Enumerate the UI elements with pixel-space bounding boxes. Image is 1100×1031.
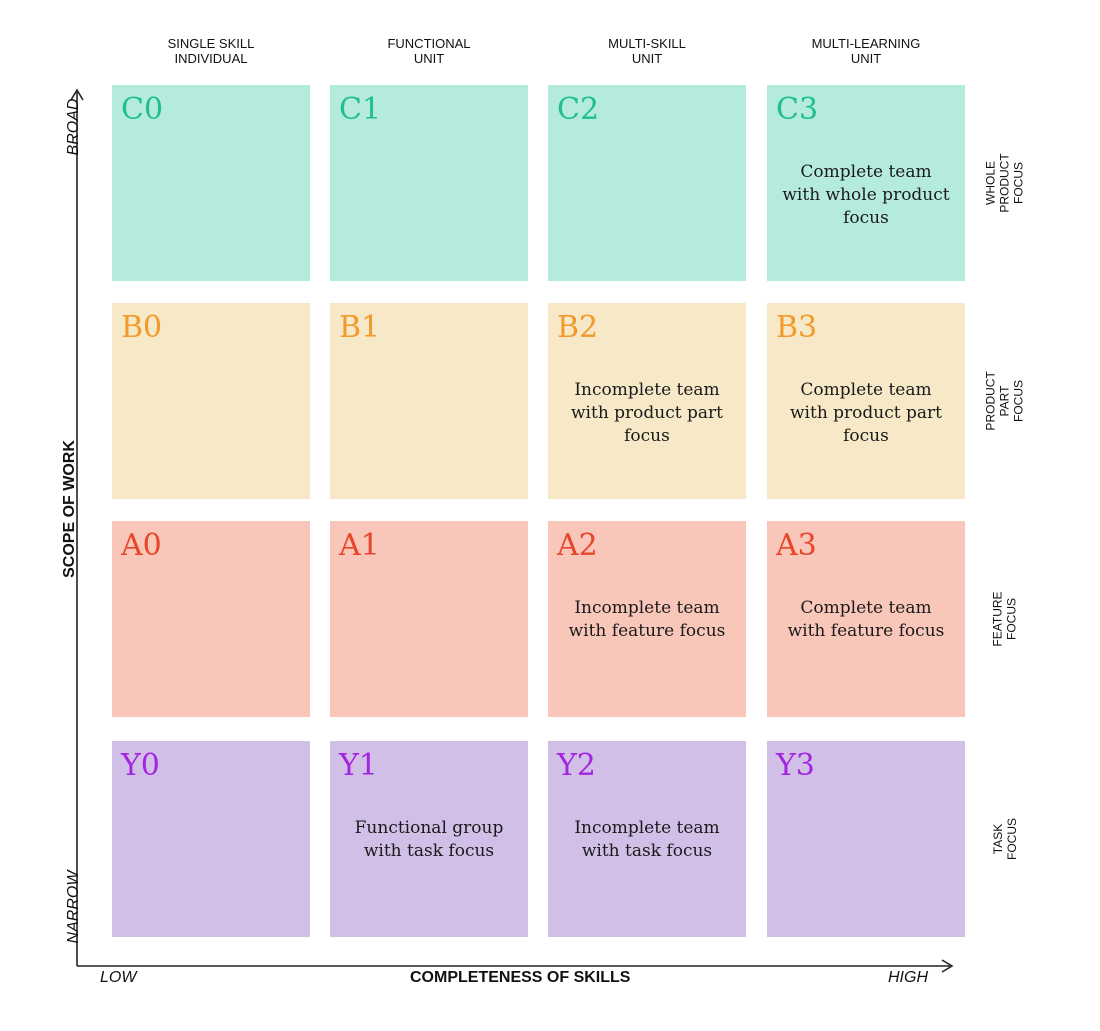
cell-code: A0 [121, 528, 162, 563]
cell-code: Y2 [557, 748, 596, 783]
grid-cell-y3: Y3 [767, 741, 965, 937]
grid-cell-a1: A1 [330, 521, 528, 717]
row-label-text: FEATURE FOCUS [991, 591, 1019, 647]
cell-code: Y0 [121, 748, 160, 783]
cell-code: B3 [776, 310, 818, 345]
cell-description: Incomplete team with feature focus [568, 598, 726, 641]
cell-description: Incomplete team with task focus [574, 818, 720, 861]
grid-cell-b1: B1 [330, 303, 528, 499]
cell-code: B1 [339, 310, 381, 345]
row-label-product-part-focus: PRODUCT PART FOCUS [984, 303, 1026, 499]
column-header-multi-skill-unit: MULTI-SKILL UNIT [608, 36, 686, 66]
cell-description: Complete team with whole product focus [782, 162, 950, 228]
grid-cell-b2: B2 Incomplete team with product part focu… [548, 303, 746, 499]
row-label-text: WHOLE PRODUCT FOCUS [984, 153, 1027, 213]
row-label-text: TASK FOCUS [991, 818, 1019, 860]
grid-cell-y0: Y0 [112, 741, 310, 937]
cell-code: B2 [557, 310, 599, 345]
grid-cell-a0: A0 [112, 521, 310, 717]
column-header-multi-learning-unit: MULTI-LEARNING UNIT [811, 36, 921, 66]
row-label-text: PRODUCT PART FOCUS [984, 371, 1026, 431]
grid-cell-c2: C2 [548, 85, 746, 281]
grid-cell-b0: B0 [112, 303, 310, 499]
column-header-functional-unit: FUNCTIONAL UNIT [387, 36, 471, 66]
cell-description: Incomplete team with product part focus [571, 380, 723, 446]
cell-code: C1 [339, 92, 382, 127]
cell-code: A2 [557, 528, 598, 563]
cell-code: C0 [121, 92, 164, 127]
cell-code: A3 [776, 528, 817, 563]
cell-code: C3 [776, 92, 819, 127]
grid-cell-c3: C3 Complete team with whole product focus [767, 85, 965, 281]
grid-cell-a3: A3 Complete team with feature focus [767, 521, 965, 717]
cell-code: B0 [121, 310, 163, 345]
y-axis-high-label: BROAD [65, 98, 82, 156]
y-axis-arrowhead [70, 88, 84, 101]
cell-description: Complete team with feature focus [787, 598, 945, 641]
grid-cell-y2: Y2 Incomplete team with task focus [548, 741, 746, 937]
cell-description: Functional group with task focus [354, 818, 504, 861]
grid-cell-a2: A2 Incomplete team with feature focus [548, 521, 746, 717]
y-axis-title: SCOPE OF WORK [61, 440, 78, 578]
cell-code: C2 [557, 92, 600, 127]
cell-code: A1 [339, 528, 380, 563]
row-label-feature-focus: FEATURE FOCUS [988, 521, 1022, 717]
row-label-whole-product-focus: WHOLE PRODUCT FOCUS [984, 85, 1026, 281]
x-axis-title: COMPLETENESS OF SKILLS [410, 969, 631, 986]
cell-code: Y1 [339, 748, 378, 783]
cell-description: Complete team with product part focus [790, 380, 942, 446]
grid-cell-y1: Y1 Functional group with task focus [330, 741, 528, 937]
grid-cell-b3: B3 Complete team with product part focus [767, 303, 965, 499]
x-axis-arrowhead [941, 959, 954, 973]
column-header-single-skill-individual: SINGLE SKILL INDIVIDUAL [167, 36, 255, 66]
y-axis-low-label: NARROW [65, 870, 82, 944]
grid-cell-c1: C1 [330, 85, 528, 281]
cell-code: Y3 [776, 748, 815, 783]
x-axis-low-label: LOW [100, 969, 137, 986]
row-label-task-focus: TASK FOCUS [988, 741, 1022, 937]
grid-cell-c0: C0 [112, 85, 310, 281]
x-axis-high-label: HIGH [888, 969, 928, 986]
